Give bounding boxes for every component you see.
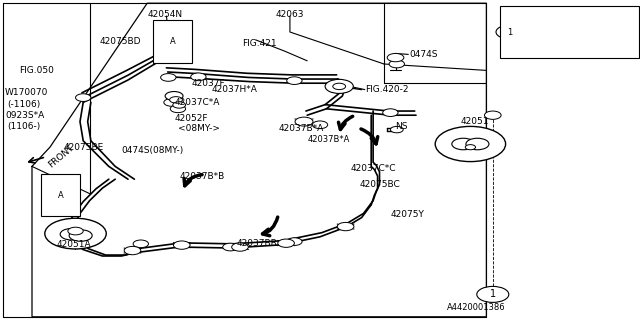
Circle shape: [287, 77, 302, 84]
Text: 42075Y: 42075Y: [390, 210, 424, 219]
Text: 1: 1: [490, 289, 496, 300]
Circle shape: [465, 145, 476, 150]
Circle shape: [133, 240, 148, 248]
Circle shape: [191, 73, 206, 81]
Text: 42037B*B: 42037B*B: [179, 172, 225, 180]
Circle shape: [389, 60, 404, 68]
Text: W170069 (-1106): W170069 (-1106): [526, 15, 601, 24]
Circle shape: [69, 230, 92, 241]
Circle shape: [484, 111, 501, 119]
Circle shape: [337, 222, 354, 231]
Text: 42037BB: 42037BB: [237, 239, 278, 248]
Text: 42075BC: 42075BC: [360, 180, 401, 188]
Text: FIG.050: FIG.050: [19, 66, 54, 75]
Text: 42037F: 42037F: [192, 79, 226, 88]
Circle shape: [124, 246, 141, 255]
Circle shape: [325, 79, 353, 93]
Text: NS: NS: [396, 122, 408, 131]
Text: (1106-): (1106-): [8, 122, 41, 131]
Circle shape: [435, 126, 506, 162]
Text: 42054N: 42054N: [147, 10, 182, 19]
Bar: [500, 6, 639, 58]
Circle shape: [158, 45, 181, 57]
Circle shape: [170, 97, 182, 103]
Circle shape: [383, 109, 398, 116]
Text: 0474S(08MY-): 0474S(08MY-): [122, 146, 184, 155]
Text: 0923S*A: 0923S*A: [5, 111, 44, 120]
Text: 42037C*A: 42037C*A: [174, 98, 220, 107]
Text: 42051A: 42051A: [56, 240, 91, 249]
Text: A: A: [58, 191, 63, 200]
Circle shape: [165, 92, 183, 100]
Circle shape: [170, 105, 186, 113]
Circle shape: [312, 121, 328, 129]
Text: 42052F: 42052F: [174, 114, 207, 123]
Text: W170070: W170070: [5, 88, 49, 97]
Circle shape: [68, 227, 83, 235]
Circle shape: [477, 286, 509, 302]
Circle shape: [60, 228, 83, 240]
Text: FRONT: FRONT: [47, 143, 76, 170]
Circle shape: [232, 243, 248, 251]
Circle shape: [496, 25, 524, 39]
Circle shape: [164, 99, 179, 106]
Text: FIG.420-2: FIG.420-2: [365, 85, 408, 94]
Text: 1: 1: [508, 28, 513, 36]
Text: 42037B*A: 42037B*A: [307, 135, 349, 144]
Text: FIG.421: FIG.421: [242, 39, 276, 48]
Text: A: A: [170, 37, 175, 46]
Circle shape: [76, 94, 91, 101]
Text: 42075BE: 42075BE: [64, 143, 104, 152]
Circle shape: [287, 238, 302, 245]
Circle shape: [387, 53, 404, 62]
Circle shape: [295, 117, 313, 126]
Circle shape: [161, 74, 176, 81]
Circle shape: [45, 218, 106, 249]
Circle shape: [466, 138, 489, 150]
Text: <08MY->: <08MY->: [178, 124, 220, 133]
Text: 0474S: 0474S: [410, 50, 438, 59]
Circle shape: [452, 138, 475, 150]
Text: 0923S*B (1106-): 0923S*B (1106-): [526, 40, 601, 49]
Text: 42051: 42051: [461, 117, 490, 126]
Text: A4420001386: A4420001386: [447, 303, 506, 312]
Circle shape: [390, 126, 403, 133]
Text: 42037H*A: 42037H*A: [211, 85, 257, 94]
Circle shape: [223, 243, 238, 251]
Text: (-1106): (-1106): [8, 100, 41, 108]
Circle shape: [173, 102, 186, 108]
Text: 42075BD: 42075BD: [99, 37, 141, 46]
Text: 42037C*C: 42037C*C: [351, 164, 396, 172]
Text: 42063: 42063: [275, 10, 304, 19]
Text: 42037B*A: 42037B*A: [278, 124, 324, 132]
Circle shape: [173, 241, 190, 249]
Circle shape: [278, 239, 294, 247]
Circle shape: [333, 83, 346, 90]
